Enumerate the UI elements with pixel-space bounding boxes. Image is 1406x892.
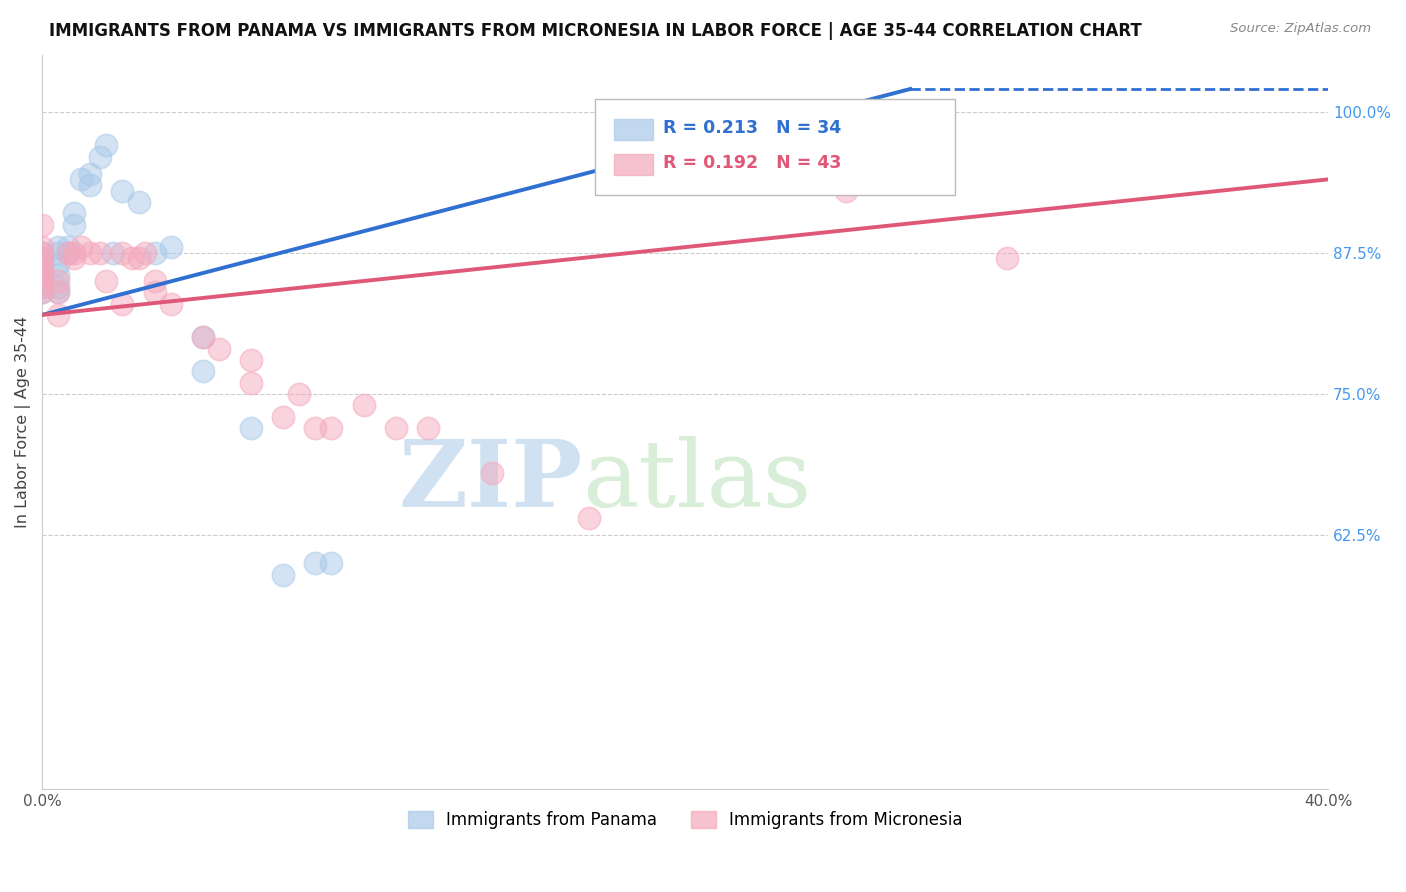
Point xyxy=(321,557,343,571)
Bar xyxy=(614,119,652,139)
Point xyxy=(191,330,214,344)
Point xyxy=(31,252,53,266)
Point xyxy=(56,240,79,254)
Point xyxy=(56,245,79,260)
Point xyxy=(63,206,86,220)
Point xyxy=(288,387,311,401)
Point xyxy=(89,245,111,260)
Point xyxy=(31,274,53,288)
Point xyxy=(46,274,69,288)
Point xyxy=(304,557,326,571)
Point xyxy=(46,285,69,300)
Point xyxy=(46,285,69,300)
Point xyxy=(121,252,143,266)
Point xyxy=(304,421,326,435)
Point xyxy=(353,398,375,412)
Point xyxy=(31,279,53,293)
Point xyxy=(79,178,101,192)
Point xyxy=(46,279,69,293)
Point xyxy=(271,409,294,424)
Point xyxy=(416,421,439,435)
Point xyxy=(63,245,86,260)
Point xyxy=(89,150,111,164)
Point xyxy=(46,268,69,283)
Point xyxy=(46,257,69,271)
Point xyxy=(191,330,214,344)
Y-axis label: In Labor Force | Age 35-44: In Labor Force | Age 35-44 xyxy=(15,316,31,528)
Point xyxy=(63,218,86,232)
Point xyxy=(208,342,231,356)
Point xyxy=(128,194,150,209)
Point xyxy=(31,285,53,300)
Point xyxy=(63,252,86,266)
Text: atlas: atlas xyxy=(582,436,811,526)
Point xyxy=(240,376,263,390)
Point xyxy=(31,240,53,254)
Point xyxy=(96,274,118,288)
Point xyxy=(79,167,101,181)
Point xyxy=(134,245,156,260)
Point xyxy=(31,262,53,277)
Point xyxy=(128,252,150,266)
Point xyxy=(46,308,69,322)
Bar xyxy=(614,154,652,175)
Point xyxy=(31,245,53,260)
Point xyxy=(578,511,600,525)
Text: R = 0.213   N = 34: R = 0.213 N = 34 xyxy=(664,119,842,136)
Point xyxy=(31,257,53,271)
Point xyxy=(31,268,53,283)
Point xyxy=(31,257,53,271)
Point xyxy=(31,262,53,277)
Point xyxy=(384,421,406,435)
Point xyxy=(31,268,53,283)
Point xyxy=(835,184,858,198)
Point xyxy=(481,466,503,480)
Point xyxy=(69,240,91,254)
Point xyxy=(159,240,181,254)
Text: IMMIGRANTS FROM PANAMA VS IMMIGRANTS FROM MICRONESIA IN LABOR FORCE | AGE 35-44 : IMMIGRANTS FROM PANAMA VS IMMIGRANTS FRO… xyxy=(49,22,1142,40)
Point xyxy=(111,296,134,310)
Point xyxy=(191,364,214,378)
Text: Source: ZipAtlas.com: Source: ZipAtlas.com xyxy=(1230,22,1371,36)
Point xyxy=(995,252,1018,266)
Point xyxy=(31,285,53,300)
Point xyxy=(240,353,263,368)
Text: ZIP: ZIP xyxy=(398,436,582,526)
Point xyxy=(143,245,166,260)
Point xyxy=(143,274,166,288)
Point xyxy=(31,252,53,266)
Text: R = 0.192   N = 43: R = 0.192 N = 43 xyxy=(664,154,842,172)
Point xyxy=(69,172,91,186)
Point xyxy=(240,421,263,435)
Point xyxy=(143,285,166,300)
Point xyxy=(46,240,69,254)
Point xyxy=(111,184,134,198)
Point xyxy=(101,245,124,260)
Point xyxy=(321,421,343,435)
Point xyxy=(31,279,53,293)
Point xyxy=(31,218,53,232)
Point xyxy=(46,245,69,260)
Point xyxy=(31,274,53,288)
Point xyxy=(79,245,101,260)
FancyBboxPatch shape xyxy=(595,99,955,194)
Point xyxy=(111,245,134,260)
Legend: Immigrants from Panama, Immigrants from Micronesia: Immigrants from Panama, Immigrants from … xyxy=(401,805,969,836)
Point xyxy=(31,245,53,260)
Point xyxy=(271,567,294,582)
Point xyxy=(56,245,79,260)
Point xyxy=(96,138,118,153)
Point xyxy=(159,296,181,310)
